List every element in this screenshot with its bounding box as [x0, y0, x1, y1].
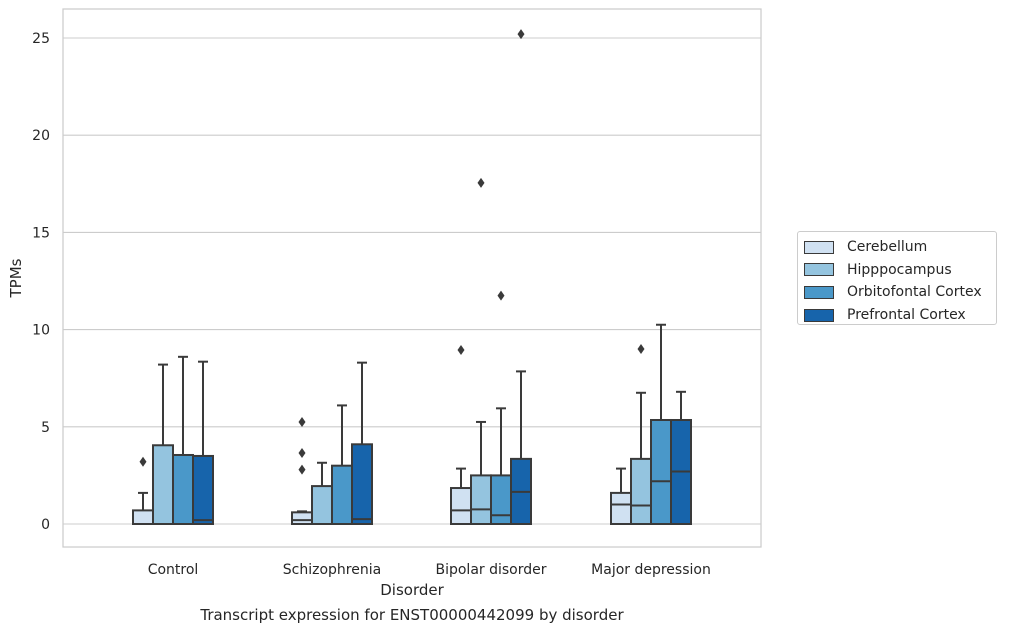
x-tick-label: Control [148, 562, 199, 578]
box [331, 404, 353, 525]
box [470, 177, 492, 525]
legend-swatch [804, 308, 834, 322]
legend-label: Hipppocampus [847, 261, 952, 278]
series-hipppocampus [152, 177, 652, 526]
box [450, 345, 472, 526]
box [152, 363, 174, 526]
outlier-point [139, 456, 147, 467]
box [510, 29, 532, 526]
legend-item: Prefrontal Cortex [804, 304, 996, 327]
y-tick-label: 15 [32, 225, 50, 241]
legend-label: Prefrontal Cortex [847, 307, 966, 324]
box-body [490, 474, 512, 525]
x-axis-label: Disorder [380, 581, 444, 599]
box [650, 323, 672, 525]
outlier-point [517, 29, 525, 40]
plot-frame [62, 8, 762, 548]
box-body [152, 444, 174, 526]
box [132, 456, 154, 525]
box [630, 344, 652, 526]
box-body [630, 457, 652, 526]
y-tick-label: 10 [32, 323, 50, 339]
outlier-point [298, 448, 306, 459]
box-body [650, 418, 672, 525]
box-body [351, 443, 373, 525]
x-tick-labels: Control Schizophrenia Bipolar disorder Majo… [148, 562, 711, 578]
outlier-point [497, 290, 505, 301]
box-body [610, 491, 632, 525]
series-orbitofontal-cortex [172, 290, 672, 526]
outlier-point [637, 344, 645, 355]
y-tick-label: 25 [32, 31, 50, 47]
box-body [291, 511, 313, 525]
x-tick-label: Bipolar disorder [435, 562, 546, 578]
y-axis-label: TPMs [7, 258, 25, 298]
y-tick-label: 0 [41, 517, 50, 533]
box [291, 416, 313, 525]
legend-swatch [804, 285, 834, 299]
x-tick-label: Schizophrenia [283, 562, 381, 578]
legend: Cerebellum Hipppocampus Orbitofontal Corte… [797, 231, 997, 325]
y-tick-label: 20 [32, 128, 50, 144]
box-body [450, 487, 472, 526]
legend-swatch [804, 240, 834, 254]
legend-item: Hipppocampus [804, 259, 996, 282]
outlier-point [298, 464, 306, 475]
box [172, 355, 194, 526]
box [490, 290, 512, 525]
box-body [132, 509, 154, 525]
box-body [331, 464, 353, 525]
x-tick-label: Major depression [591, 562, 711, 578]
box [351, 361, 373, 525]
outlier-point [298, 416, 306, 427]
legend-item: Orbitofontal Cortex [804, 281, 996, 304]
y-tick-labels: 0 5 10 15 20 25 [32, 31, 50, 533]
legend-label: Cerebellum [847, 239, 928, 256]
outlier-point [477, 177, 485, 188]
legend-label: Orbitofontal Cortex [847, 284, 982, 301]
box [192, 360, 214, 525]
y-tick-label: 5 [41, 420, 50, 436]
outlier-point [457, 345, 465, 356]
box [311, 461, 333, 526]
legend-swatch [804, 263, 834, 277]
box [610, 467, 632, 525]
box [670, 390, 692, 525]
figure-caption: Transcript expression for ENST0000044209… [200, 606, 624, 624]
box-body [192, 454, 214, 525]
box-body [311, 485, 333, 526]
box-series-group [132, 29, 692, 526]
series-prefrontal-cortex [192, 29, 692, 526]
box-body [470, 474, 492, 525]
legend-item: Cerebellum [804, 236, 996, 259]
box-body [172, 453, 194, 526]
